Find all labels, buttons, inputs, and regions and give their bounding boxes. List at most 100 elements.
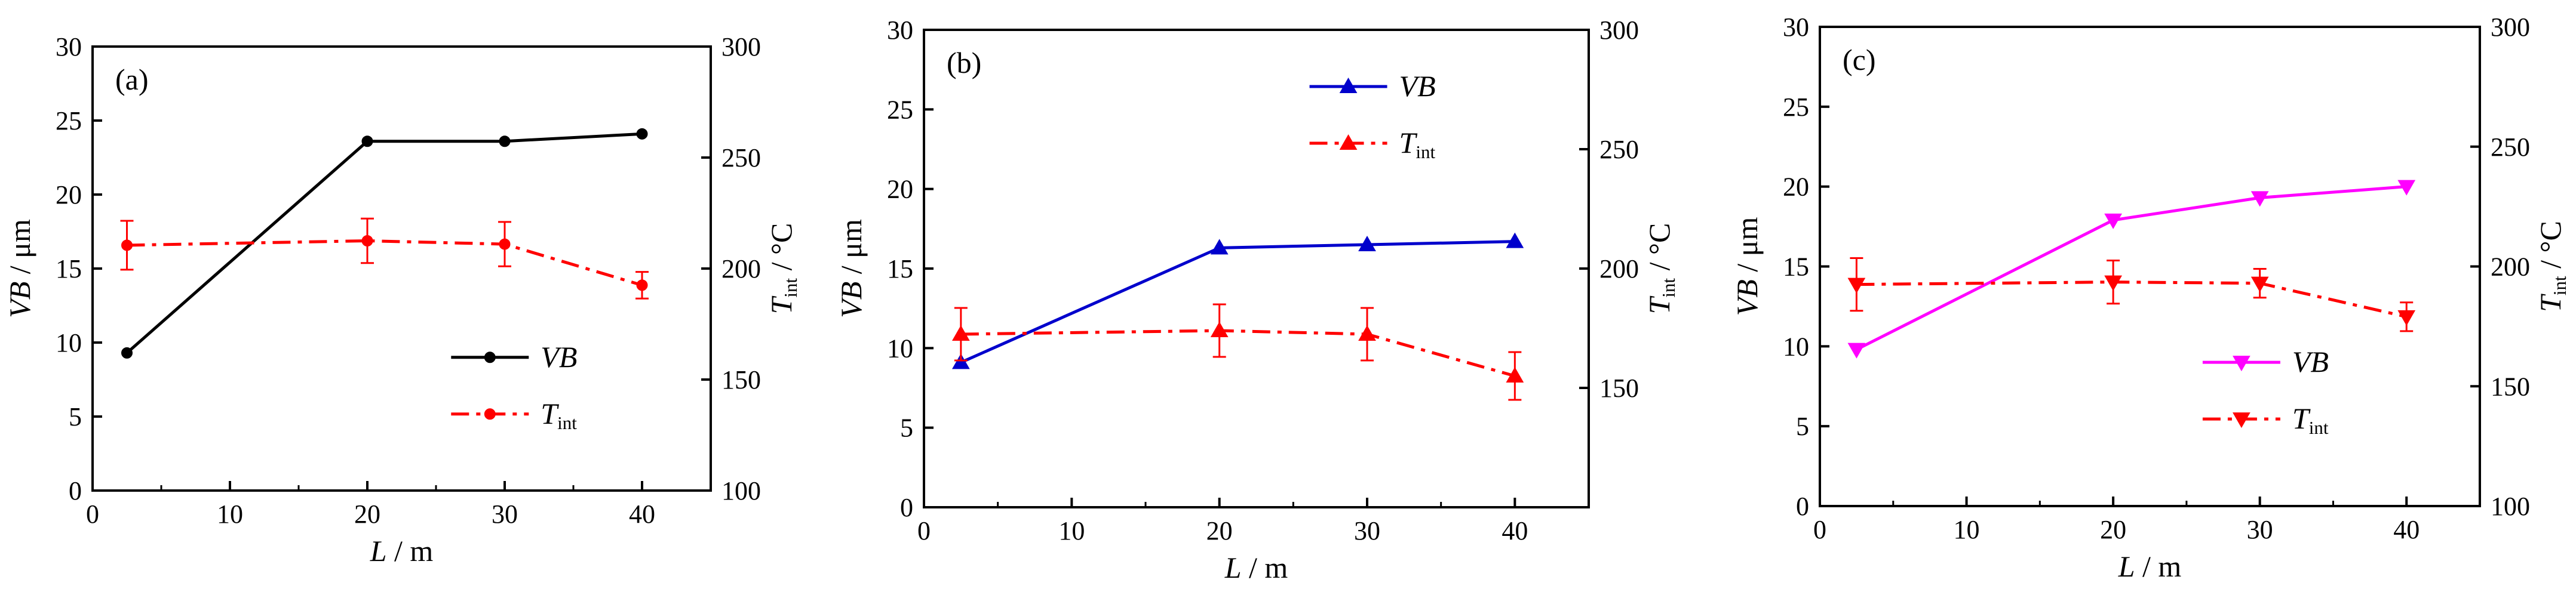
y-left-tick-label: 0: [69, 476, 82, 505]
y-left-tick-label: 25: [887, 95, 913, 124]
legend-marker: [1339, 134, 1358, 150]
y-left-tick-label: 15: [56, 254, 82, 283]
legend-marker: [484, 408, 496, 420]
y-right-axis-label: Tint / °C: [2534, 221, 2570, 312]
x-tick-label: 0: [917, 516, 931, 545]
x-tick-label: 40: [2393, 515, 2420, 544]
x-tick-label: 10: [217, 500, 243, 529]
y-left-tick-label: 5: [900, 414, 913, 443]
x-tick-label: 0: [1813, 515, 1826, 544]
data-point: [951, 353, 970, 369]
y-right-axis-label: Tint / °C: [764, 223, 801, 314]
y-right-tick-label: 250: [2491, 132, 2530, 162]
y-left-tick-label: 10: [56, 328, 82, 357]
legend-label: Tint: [541, 397, 577, 433]
data-point: [2250, 276, 2269, 292]
panel-label: (b): [947, 46, 981, 79]
legend-label: VB: [541, 340, 577, 374]
legend-label: VB: [1399, 69, 1436, 103]
data-point: [499, 135, 511, 147]
y-right-axis-label: Tint / °C: [1642, 223, 1679, 314]
panel-label: (c): [1843, 43, 1876, 76]
data-point: [361, 135, 373, 147]
data-point: [1847, 278, 1866, 294]
x-tick-label: 30: [492, 500, 518, 529]
y-left-axis-label: VB / μm: [1730, 217, 1764, 316]
x-tick-label: 40: [1502, 516, 1528, 545]
y-left-tick-label: 20: [887, 175, 913, 204]
data-point: [1506, 366, 1524, 383]
y-left-tick-label: 0: [1796, 492, 1809, 521]
legend-marker: [2233, 412, 2250, 428]
data-point: [361, 235, 373, 246]
y-right-tick-label: 300: [1599, 16, 1639, 45]
data-point: [499, 238, 511, 250]
y-right-tick-label: 150: [721, 365, 761, 394]
data-point: [1210, 239, 1229, 255]
x-axis-label: L / m: [1224, 551, 1288, 584]
x-tick-label: 20: [354, 500, 380, 529]
legend-marker: [484, 352, 496, 363]
chart-panel: 0 10 20 30 40 0 5 10 15 20 25 30 150 200 250 300 L / m VB…: [834, 16, 1679, 584]
legend-marker: [2233, 356, 2250, 372]
data-point: [2104, 213, 2122, 229]
y-right-tick-label: 250: [721, 143, 761, 172]
plot-frame: [923, 29, 1590, 508]
y-left-tick-label: 5: [1796, 412, 1809, 441]
y-left-tick-label: 10: [1783, 332, 1809, 361]
data-point: [2397, 310, 2416, 326]
x-tick-label: 10: [1954, 515, 1980, 544]
y-left-axis-label: VB / μm: [834, 219, 868, 318]
plot-frame: [91, 45, 712, 492]
x-tick-label: 0: [86, 500, 99, 529]
x-tick-label: 30: [2247, 515, 2273, 544]
y-left-tick-label: 15: [1783, 252, 1809, 282]
y-left-tick-label: 20: [56, 180, 82, 209]
panel-label: (a): [115, 63, 149, 96]
data-point: [951, 325, 970, 341]
y-right-tick-label: 250: [1599, 135, 1639, 164]
y-right-tick-label: 300: [2491, 13, 2530, 42]
x-tick-label: 20: [1206, 516, 1233, 545]
y-left-tick-label: 5: [69, 402, 82, 431]
y-left-tick-label: 25: [1783, 92, 1809, 122]
y-left-tick-label: 25: [56, 106, 82, 135]
legend: VB Tint: [451, 340, 577, 433]
y-left-tick-label: 30: [56, 32, 82, 61]
legend-label: Tint: [2292, 402, 2329, 438]
series-line-vb: [125, 132, 643, 354]
data-point: [2250, 191, 2269, 207]
plot-frame: [1819, 26, 2481, 507]
legend-marker: [1339, 77, 1358, 93]
y-right-tick-label: 300: [721, 32, 761, 61]
data-point: [1210, 321, 1229, 337]
data-point: [1358, 325, 1376, 341]
data-point: [121, 347, 133, 359]
series-line-t-int: [1856, 280, 2407, 319]
y-left-tick-label: 0: [900, 493, 913, 522]
y-left-tick-label: 15: [887, 254, 913, 283]
series-line-t-int: [127, 239, 643, 287]
y-right-tick-label: 200: [721, 254, 761, 283]
data-point: [1358, 235, 1376, 251]
y-left-tick-label: 20: [1783, 172, 1809, 202]
series-line-vb: [960, 240, 1515, 364]
data-point: [121, 239, 133, 251]
x-axis-label: L / m: [370, 534, 434, 568]
data-point: [1847, 343, 1866, 359]
series-line-t-int: [960, 329, 1516, 378]
data-point: [2104, 275, 2122, 291]
y-left-tick-label: 10: [887, 334, 913, 363]
x-tick-label: 10: [1058, 516, 1085, 545]
chart-panel: 0 10 20 30 40 0 5 10 15 20 25 30 100 150 200 250 300 L / …: [3, 32, 801, 568]
legend: VB Tint: [1309, 69, 1436, 162]
data-point: [1506, 232, 1524, 248]
y-right-tick-label: 150: [1599, 374, 1639, 403]
data-point: [636, 128, 648, 140]
y-right-tick-label: 100: [2491, 492, 2530, 521]
legend-label: VB: [2292, 345, 2329, 378]
y-left-axis-label: VB / μm: [3, 219, 36, 318]
legend: VB Tint: [2202, 345, 2329, 438]
legend-label: Tint: [1399, 126, 1436, 162]
